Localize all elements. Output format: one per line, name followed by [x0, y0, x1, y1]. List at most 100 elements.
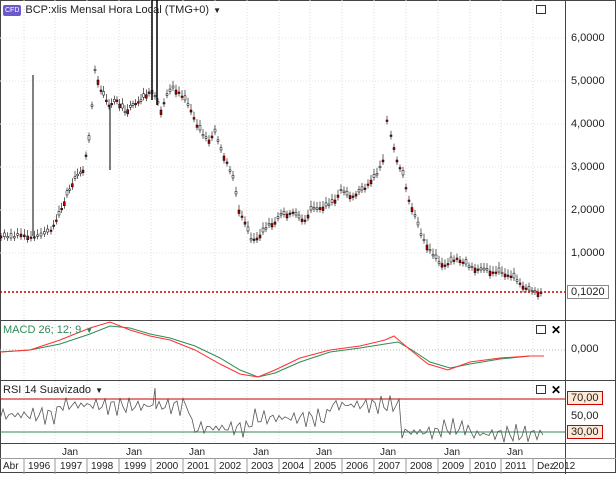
candle-body [479, 267, 483, 271]
candle-body [366, 183, 370, 186]
close-macd-icon[interactable]: ✕ [551, 323, 562, 337]
candle-body [195, 124, 199, 128]
current-price-badge: 0,1020 [567, 285, 609, 299]
candle-body [222, 155, 226, 161]
candle-body [204, 136, 208, 139]
rsi-header[interactable]: RSI 14 Suavizado ▼ [3, 384, 103, 396]
candle-body [264, 227, 268, 230]
candle-body [446, 263, 450, 266]
candle-body [315, 207, 319, 210]
macd-signal-line [0, 325, 544, 378]
candle-body [452, 259, 456, 262]
main-chart-header[interactable]: CFD BCP:xlis Mensal Hora Local (TMG+0) ▼ [3, 4, 221, 16]
macd-title: MACD 26; 12; 9 [3, 324, 82, 336]
candle-body [354, 193, 358, 197]
candle-body [385, 119, 389, 122]
candle-body [126, 109, 129, 115]
macd-header[interactable]: MACD 26; 12; 9 ▼ [3, 324, 93, 336]
candle-body [90, 104, 94, 107]
candle-body [3, 232, 6, 237]
candle-body [26, 235, 29, 241]
year-label: 2011 [505, 461, 527, 472]
candle-body [389, 134, 393, 137]
candle-body [23, 234, 26, 237]
candle-body [303, 219, 307, 222]
candle-body [491, 271, 495, 274]
candle-body [416, 221, 420, 226]
month-label: Jan [62, 447, 78, 458]
rsi-mid-label: 50,00 [571, 410, 599, 422]
candle-body [186, 103, 190, 106]
maximize-macd-button[interactable] [536, 325, 546, 334]
year-label: 2005 [314, 461, 337, 472]
year-label: 2002 [219, 461, 242, 472]
candle-body [210, 135, 214, 139]
candle-body [79, 171, 82, 174]
candle-body [19, 233, 23, 238]
candle-body [131, 103, 135, 106]
candle-body [309, 205, 313, 211]
candle-body [306, 214, 310, 219]
candle-body [482, 267, 486, 271]
chevron-down-icon[interactable]: ▼ [85, 325, 94, 335]
candle-body [177, 91, 181, 94]
candle-body [330, 199, 334, 203]
price-candles [0, 0, 543, 300]
maximize-rsi-button[interactable] [536, 385, 546, 394]
year-label: 2009 [442, 461, 465, 472]
candle-body [65, 190, 69, 196]
candle-body [500, 271, 504, 274]
month-label: Jan [126, 447, 142, 458]
year-label: 2010 [474, 461, 497, 472]
candle-body [512, 272, 516, 279]
chevron-down-icon[interactable]: ▼ [95, 385, 103, 395]
candle-body [261, 227, 265, 233]
candle-body [123, 110, 127, 113]
candle-body [279, 213, 283, 216]
main-chart-title: BCP:xlis Mensal Hora Local (TMG+0) [25, 4, 210, 16]
candle-body [49, 229, 53, 232]
chevron-down-icon[interactable]: ▼ [213, 5, 222, 15]
candle-body [76, 174, 79, 177]
candle-body [324, 202, 328, 207]
candle-body [180, 95, 184, 98]
candle-body [93, 69, 97, 72]
candle-body [46, 228, 49, 233]
candle-body [201, 134, 205, 137]
candle-body [413, 214, 417, 217]
candle-body [198, 125, 202, 131]
macd-zero-label: 0,000 [571, 343, 599, 355]
candle-body [231, 175, 235, 179]
candle-body [273, 221, 277, 225]
month-label: Jan [189, 447, 205, 458]
candle-body [174, 89, 178, 95]
candle-body [395, 159, 399, 163]
candle-body [68, 188, 71, 191]
month-label: Jan [380, 447, 396, 458]
candle-body [419, 233, 423, 236]
candle-body [425, 244, 429, 251]
candle-body [43, 231, 46, 235]
candle-body [113, 99, 116, 102]
candle-body [372, 174, 376, 178]
candle-body [401, 170, 405, 176]
price-label: 6,0000 [571, 32, 605, 44]
candle-body [321, 206, 325, 211]
candle-body [9, 233, 13, 239]
candle-body [189, 109, 193, 113]
close-rsi-icon[interactable]: ✕ [551, 383, 562, 397]
candle-body [252, 238, 256, 241]
candle-body [249, 238, 253, 241]
candle-body [282, 211, 286, 215]
price-label: 4,0000 [571, 118, 605, 130]
year-label: 2000 [156, 461, 179, 472]
maximize-panel-button[interactable] [536, 5, 546, 14]
candle-body [258, 234, 262, 239]
candle-body [521, 285, 525, 290]
candle-body [515, 279, 519, 282]
candle-body [458, 259, 462, 263]
candle-body [285, 213, 289, 219]
candle-body [378, 165, 382, 168]
candle-body [437, 261, 441, 264]
